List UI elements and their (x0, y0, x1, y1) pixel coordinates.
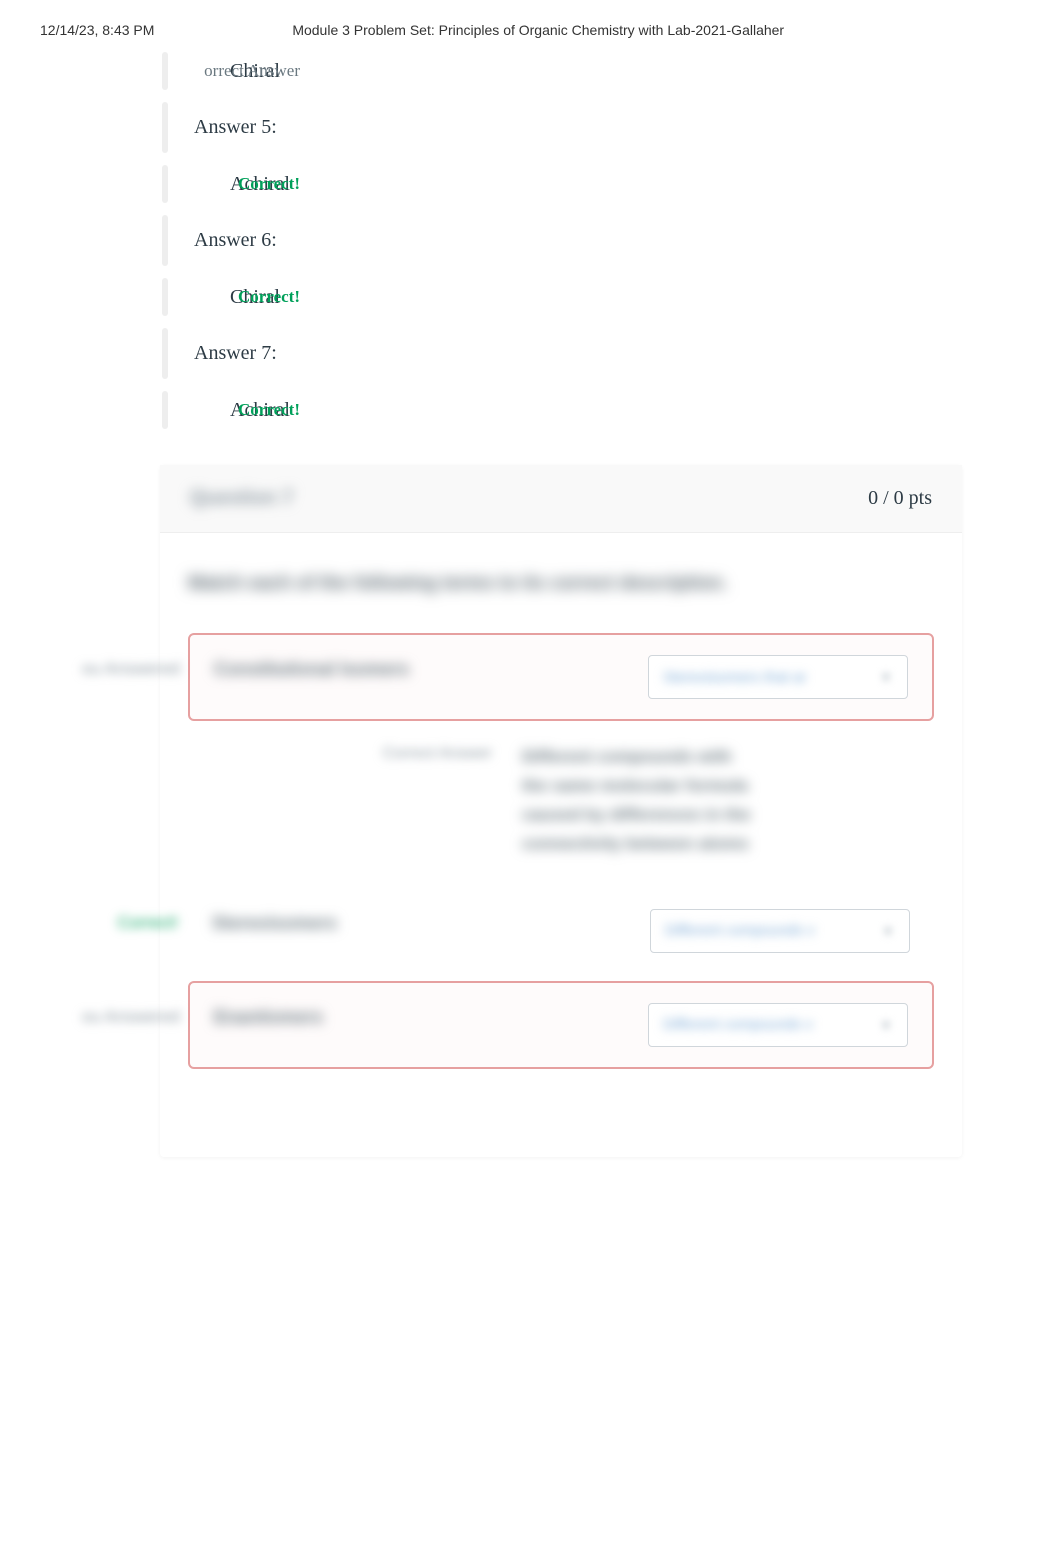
dropdown-text-3: Different compounds v (663, 1016, 879, 1033)
answer-value-6: Correct! Chiral (160, 272, 962, 322)
match-row-1: ou Answered Constitutional Isomers Stere… (188, 633, 934, 721)
header-timestamp: 12/14/23, 8:43 PM (40, 22, 154, 38)
header-title: Module 3 Problem Set: Principles of Orga… (154, 22, 922, 38)
correct-answer-label-1: Correct Answer (212, 743, 522, 859)
answer-value-5: Correct! Achiral (160, 159, 962, 209)
match-term-3: Enantiomers (214, 1003, 484, 1028)
dropdown-text-2: Different compounds v (665, 922, 881, 939)
page-header: 12/14/23, 8:43 PM Module 3 Problem Set: … (0, 0, 1062, 46)
accent-bar (162, 102, 168, 153)
question-prompt: Match each of the following terms to its… (188, 573, 934, 595)
answer-status-5: Correct! (160, 174, 315, 194)
accent-bar (162, 328, 168, 379)
match-status-1: ou Answered (30, 659, 180, 679)
answer-label-7: Answer 7: (160, 322, 962, 385)
chevron-down-icon: ▼ (879, 669, 893, 685)
match-row-3: ou Answered Enantiomers Different compou… (188, 981, 934, 1069)
match-term-1: Constitutional Isomers (214, 655, 484, 680)
match-status-3: ou Answered (30, 1007, 180, 1027)
answer-label-5: Answer 5: (160, 96, 962, 159)
answer-label-text-7: Answer 7: (194, 342, 277, 364)
answer-status-4: orrect Answer (160, 61, 315, 81)
match-dropdown-3[interactable]: Different compounds v ▼ (648, 1003, 908, 1047)
answer-label-6: Answer 6: (160, 209, 962, 272)
answer-status-7: Correct! (160, 400, 315, 420)
accent-bar (162, 391, 168, 429)
match-status-2: Correct! (28, 913, 178, 933)
accent-bar (162, 165, 168, 203)
match-term-2: Stereoisomers (212, 909, 482, 934)
answer-row-7: Answer 7: Correct! Achiral (0, 322, 962, 435)
answer-row-5: Answer 5: Correct! Achiral (0, 96, 962, 209)
question-title: Question 7 (190, 487, 293, 510)
answer-row-6: Answer 6: Correct! Chiral (0, 209, 962, 322)
answer-label-text-6: Answer 6: (194, 229, 277, 251)
answer-value-7: Correct! Achiral (160, 385, 962, 435)
correct-answer-text-1: Different compounds with the same molecu… (522, 743, 752, 859)
content-area: orrect Answer Chiral Answer 5: Correct! … (0, 46, 1062, 1157)
answer-row-4: orrect Answer Chiral (0, 46, 962, 96)
answer-value-4: orrect Answer Chiral (160, 46, 962, 96)
accent-bar (162, 215, 168, 266)
match-dropdown-2[interactable]: Different compounds v ▼ (650, 909, 910, 953)
answer-label-text-5: Answer 5: (194, 116, 277, 138)
accent-bar (162, 52, 168, 90)
answer-status-6: Correct! (160, 287, 315, 307)
match-dropdown-1[interactable]: Stereoisomers that ar ▼ (648, 655, 908, 699)
accent-bar (162, 278, 168, 316)
question-header: Question 7 0 / 0 pts (160, 465, 962, 533)
question-block: Question 7 0 / 0 pts Match each of the f… (160, 465, 962, 1157)
question-points: 0 / 0 pts (868, 487, 932, 510)
chevron-down-icon: ▼ (879, 1017, 893, 1033)
chevron-down-icon: ▼ (881, 923, 895, 939)
question-body: Match each of the following terms to its… (160, 533, 962, 1157)
match-row-2: Correct! Stereoisomers Different compoun… (188, 889, 934, 973)
correct-answer-row-1: Correct Answer Different compounds with … (188, 729, 934, 889)
dropdown-text-1: Stereoisomers that ar (663, 669, 879, 686)
